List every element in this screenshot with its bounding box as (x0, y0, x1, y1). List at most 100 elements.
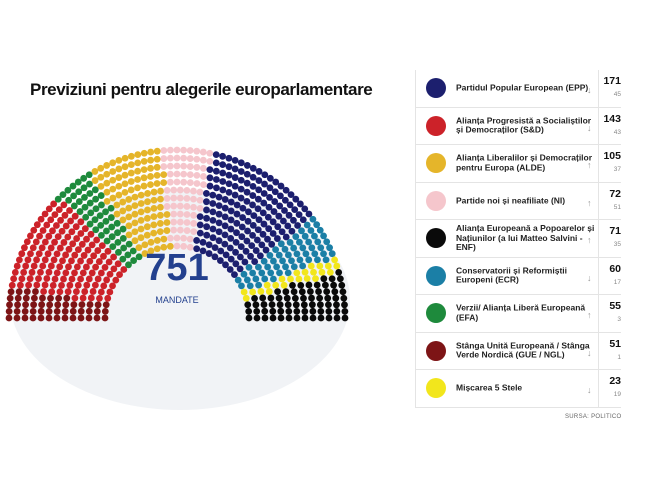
seat (263, 281, 271, 289)
seat (58, 281, 65, 289)
seat (17, 281, 24, 289)
seat (106, 288, 114, 296)
seat (109, 168, 117, 175)
seat (51, 275, 59, 283)
seat (115, 165, 123, 173)
seat (246, 282, 254, 290)
seat (277, 240, 285, 248)
seat (48, 288, 56, 296)
seat (240, 270, 248, 278)
seat (264, 235, 271, 243)
seat (301, 268, 309, 276)
seat (249, 173, 257, 181)
seat (119, 207, 127, 215)
seat (131, 202, 139, 210)
seat (36, 232, 43, 240)
seat (78, 301, 86, 309)
change-label: 17 (613, 278, 621, 286)
seat (253, 236, 261, 244)
seat (176, 194, 184, 202)
seat (180, 154, 188, 162)
seat (209, 208, 217, 216)
seat (203, 206, 210, 214)
seat (186, 179, 194, 187)
seat (101, 314, 109, 322)
seat (82, 263, 90, 271)
seat (147, 181, 154, 189)
seat (293, 269, 301, 277)
seat (303, 221, 311, 229)
value-label: 60 (609, 262, 621, 275)
seat (268, 301, 276, 309)
seat (53, 307, 61, 315)
seat (326, 244, 333, 252)
seat (97, 164, 105, 172)
seat (53, 222, 60, 229)
seat (183, 227, 191, 234)
seat (120, 244, 128, 252)
seat (157, 211, 164, 219)
seat (279, 257, 286, 265)
seat (296, 238, 303, 246)
seat (144, 206, 151, 214)
seat (91, 168, 99, 175)
seat (140, 182, 148, 190)
seat (15, 256, 23, 264)
seat (170, 226, 178, 234)
change-label: 37 (613, 166, 621, 173)
seat (245, 208, 252, 216)
seat (212, 159, 220, 167)
seat (98, 231, 105, 239)
seat (160, 155, 168, 162)
seat (257, 288, 265, 295)
seat (44, 250, 52, 258)
seat (333, 262, 341, 270)
seat (103, 227, 110, 235)
seat (104, 294, 112, 302)
legend-label: Partidul Popular European (EPP) (456, 82, 589, 93)
seat (282, 263, 289, 271)
legend-label: Partide noi și neafiliate (NI) (456, 195, 566, 205)
seat (92, 195, 100, 203)
seat (39, 227, 47, 234)
seat (5, 308, 13, 315)
seat (328, 275, 336, 283)
seat (206, 182, 214, 190)
seat (166, 178, 174, 186)
seat (121, 171, 129, 179)
seat (79, 269, 87, 277)
seat (68, 257, 75, 265)
seat (157, 187, 164, 195)
seat (209, 234, 217, 242)
trend-arrow: ↑ (587, 235, 592, 245)
seat (237, 168, 245, 175)
legend-item: Conservatorii și Reformiștii Europeni (E… (416, 257, 621, 295)
seat (292, 233, 300, 241)
seat (306, 288, 314, 295)
seat (231, 191, 239, 199)
seat (83, 235, 90, 243)
seat (313, 221, 321, 229)
change-label: 3 (617, 316, 621, 323)
seat (331, 288, 339, 296)
seat (85, 171, 93, 179)
seat (160, 235, 168, 243)
seat (43, 221, 51, 229)
seat (243, 197, 251, 205)
seat (278, 275, 286, 283)
seat (144, 214, 151, 222)
seat (47, 216, 55, 224)
seat (275, 212, 283, 220)
seat (21, 244, 28, 252)
seat (86, 190, 94, 197)
legend-swatch (426, 115, 446, 136)
seat (186, 163, 194, 170)
seat (127, 169, 135, 177)
seat (266, 174, 274, 182)
chart-title: Previziuni pentru alegerile europarlamen… (30, 80, 373, 99)
seat (234, 276, 242, 284)
legend-swatch (426, 190, 446, 211)
seat (284, 222, 292, 230)
seat (196, 196, 204, 204)
seat (131, 237, 139, 245)
